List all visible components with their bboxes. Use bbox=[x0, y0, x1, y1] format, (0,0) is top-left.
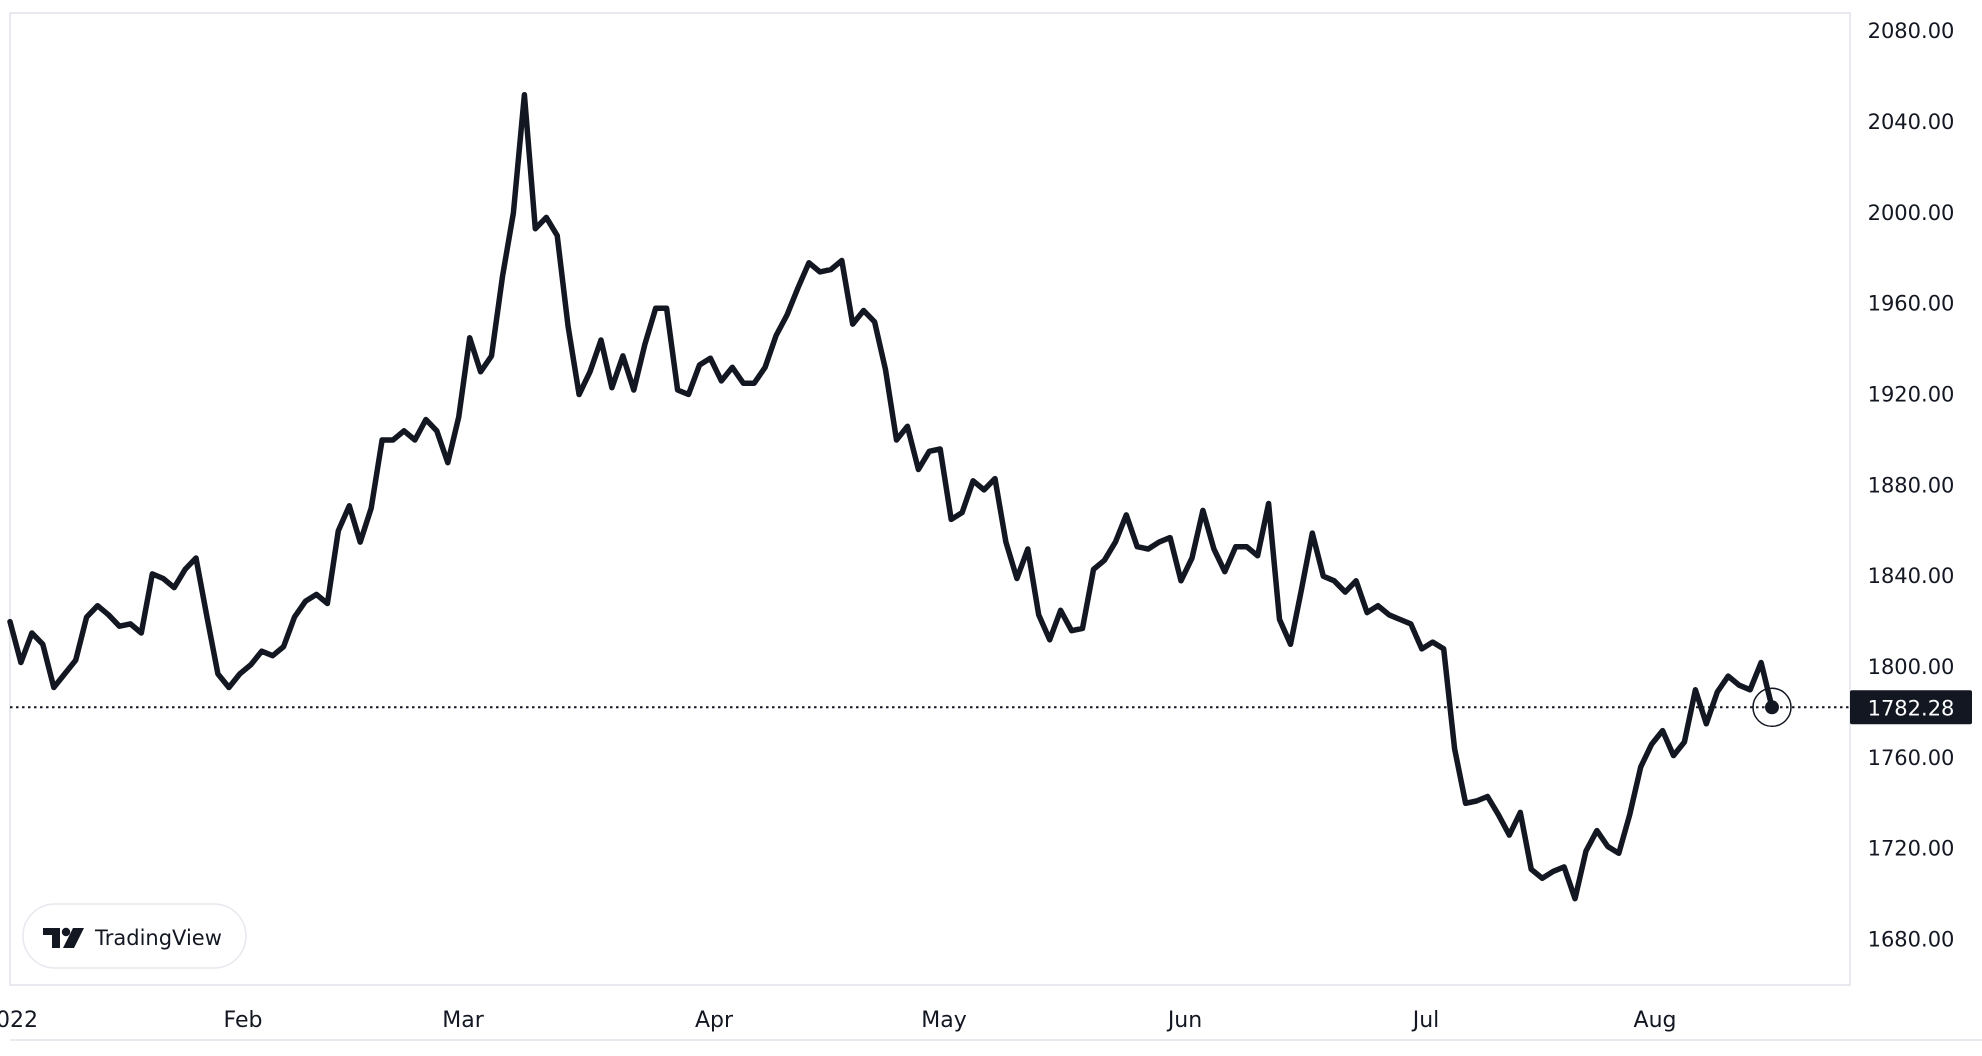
y-tick-label: 2080.00 bbox=[1868, 19, 1955, 43]
y-tick-label: 1880.00 bbox=[1868, 473, 1955, 497]
plot-area bbox=[7, 92, 1850, 902]
y-tick-label: 1720.00 bbox=[1868, 837, 1955, 861]
x-tick-label: Aug bbox=[1634, 1008, 1677, 1033]
y-tick-label: 2000.00 bbox=[1868, 201, 1955, 225]
x-tick-label: Feb bbox=[224, 1008, 263, 1033]
x-tick-label: Apr bbox=[695, 1008, 734, 1033]
y-tick-label: 2040.00 bbox=[1868, 110, 1955, 134]
last-point-ring bbox=[1752, 687, 1792, 728]
x-tick-label: Jun bbox=[1166, 1008, 1202, 1033]
x-tick-label: Jul bbox=[1411, 1008, 1440, 1033]
x-tick-label: 2022 bbox=[0, 1008, 38, 1033]
y-tick-label: 1920.00 bbox=[1868, 383, 1955, 407]
y-tick-label: 1800.00 bbox=[1868, 655, 1955, 679]
tradingview-logo[interactable]: TradingView bbox=[22, 903, 247, 969]
y-tick-label: 1960.00 bbox=[1868, 292, 1955, 316]
y-tick-label: 1680.00 bbox=[1868, 928, 1955, 952]
tradingview-logo-icon bbox=[43, 927, 84, 948]
x-tick-label: May bbox=[921, 1008, 966, 1033]
last-price-badge: 1782.28 bbox=[1850, 690, 1972, 725]
tradingview-logo-text: TradingView bbox=[94, 926, 222, 950]
plot-frame bbox=[9, 12, 1982, 1041]
y-tick-label: 1840.00 bbox=[1868, 564, 1955, 588]
series-line bbox=[7, 92, 1775, 902]
x-tick-label: Mar bbox=[442, 1008, 484, 1033]
last-point-marker bbox=[1765, 700, 1779, 715]
last-price-label: 1782.28 bbox=[1868, 696, 1955, 720]
y-tick-label: 1760.00 bbox=[1868, 746, 1955, 770]
price-axis[interactable]: 1680.00 1720.00 1760.00 1800.00 1840.00 1880.… bbox=[1868, 19, 1955, 951]
time-axis[interactable]: 2022 Feb Mar Apr May Jun Jul Aug bbox=[0, 1008, 1676, 1033]
